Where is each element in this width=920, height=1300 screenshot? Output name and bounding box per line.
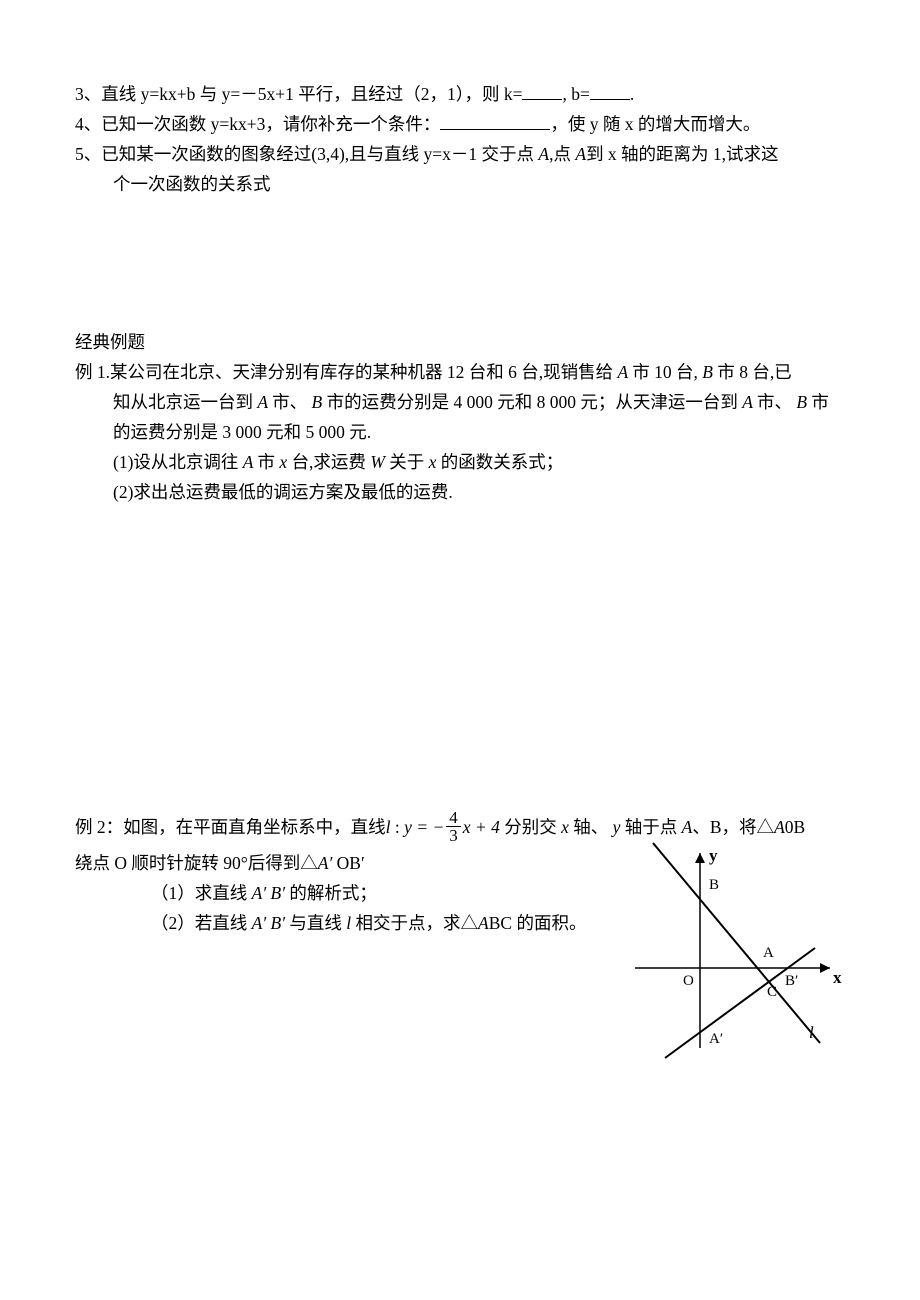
example-1-B3: B [796,392,811,412]
svg-text:x: x [833,968,842,987]
example-2-y: y [404,817,412,837]
problem-4: 4、已知一次函数 y=kx+3，请你补充一个条件： ，使 y 随 x 的增大而增大… [75,110,845,138]
example-1-sub1-e: 的函数关系式； [441,452,564,472]
problem-5-italic-A2: A [575,144,586,164]
problem-3-text-b: , b= [562,84,589,104]
example-1-sub2-text: (2)求出总运费最低的调运方案及最低的运费. [113,482,453,502]
example-2-sub2-l: l [342,913,356,933]
diagram-svg: A B B′ A′ C Ox y l [615,833,845,1063]
blank-condition [440,112,550,131]
example-2-sub2-b: A′ B′ [252,913,285,933]
example-1-line2-b: 市、 [272,392,307,412]
example-1-sub1-A: A [243,452,258,472]
example-1-A3: A [742,392,757,412]
spacer [75,508,845,808]
example-1-line2-a: 知从北京运一台到 [113,392,253,412]
example-1-B1: B [702,362,717,382]
example-1-sub1-d: 关于 [389,452,424,472]
problem-5-line2: 个一次函数的关系式 [75,170,845,198]
svg-text:C: C [767,984,777,1000]
example-2-colon: : [395,817,400,837]
section-title: 经典例题 [75,328,845,356]
section-title-text: 经典例题 [75,332,145,352]
example-2-line1-a: 如图，在平面直角坐标系中，直线 [123,817,386,837]
svg-text:B′: B′ [785,973,798,989]
example-1-line3-text: 的运费分别是 3 000 元和 5 000 元. [113,422,371,442]
problem-5-line2-text: 个一次函数的关系式 [113,174,271,194]
example-2-sub2-d: 相交于点，求△ [356,913,479,933]
example-1-A1: A [618,362,633,382]
example-1-line1-a: 某公司在北京、天津分别有库存的某种机器 12 台和 6 台,现销售给 [110,362,613,382]
example-2-sub1-a: （1）求直线 [151,883,247,903]
example-1-line2-d: 市、 [757,392,792,412]
example-2-line1-d: 轴、 [573,817,608,837]
svg-text:O: O [683,973,694,989]
problem-3-num: 3、 [75,84,101,104]
problem-3-text-c: . [630,84,634,104]
example-2-line1-b: x + 4 [463,817,500,837]
example-2-sub1: （1）求直线 A′ B′ 的解析式； [75,879,595,907]
example-2-sub2: （2）若直线 A′ B′ 与直线 l 相交于点，求△ABC 的面积。 [75,909,595,937]
example-1-sub2: (2)求出总运费最低的调运方案及最低的运费. [75,478,845,506]
example-2: 例 2：如图，在平面直角坐标系中，直线l : y = −43x + 4 分别交 … [75,808,845,937]
example-2-sub1-c: 的解析式； [285,883,377,903]
problem-3: 3、直线 y=kx+b 与 y=－5x+1 平行，且经过（2，1），则 k= , … [75,80,845,108]
example-1-sub1-W: W [370,452,389,472]
example-1-label: 例 1. [75,362,110,382]
example-1-sub1-a: (1)设从北京调往 [113,452,238,472]
problem-5-line1: 已知某一次函数的图象经过(3,4),且与直线 y=x－1 交于点 [101,144,534,164]
example-2-line1-c: 分别交 [504,817,557,837]
example-2-sub2-c: 与直线 [285,913,342,933]
example-1-sub1-x: x [279,452,291,472]
example-2-sub2-e: A [478,913,489,933]
problem-5: 5、已知某一次函数的图象经过(3,4),且与直线 y=x－1 交于点 A,点 A… [75,140,845,168]
svg-text:A: A [763,945,774,961]
example-2-line2-a: 绕点 O 顺时针旋转 90°后得到△ [75,853,318,873]
svg-text:l: l [809,1023,814,1042]
svg-text:A′: A′ [709,1031,723,1047]
problem-5-num: 5、 [75,144,101,164]
example-1-line1-b: 市 10 台, [632,362,698,382]
problem-4-text-a: 已知一次函数 y=kx+3，请你补充一个条件： [101,114,440,134]
example-1-sub1-x2: x [429,452,441,472]
fraction-icon: 43 [446,809,461,846]
example-1-sub1-c: 台,求运费 [292,452,366,472]
example-2-line2: 绕点 O 顺时针旋转 90°后得到△A′ OB′ [75,849,595,877]
problem-5-italic-A1: A [538,144,549,164]
blank-k [522,82,562,101]
problem-3-text-a: 直线 y=kx+b 与 y=－5x+1 平行，且经过（2，1），则 k= [101,84,522,104]
example-1-line2-e: 市 [811,392,829,412]
example-2-l: l [386,817,395,837]
example-2-line2-b: A′ [318,853,333,873]
example-1-B2: B [312,392,327,412]
page: 3、直线 y=kx+b 与 y=－5x+1 平行，且经过（2，1），则 k= , … [0,0,920,1300]
example-2-sub2-f: BC 的面积。 [489,913,587,933]
frac-num: 4 [446,809,461,828]
example-2-line2-c: OB′ [332,853,365,873]
example-1: 例 1.某公司在北京、天津分别有库存的某种机器 12 台和 6 台,现销售给 A… [75,358,845,386]
example-1-line2: 知从北京运一台到 A 市、 B 市的运费分别是 4 000 元和 8 000 元… [75,388,845,416]
example-1-line1-c: 市 8 台,已 [717,362,791,382]
problem-4-num: 4、 [75,114,101,134]
coordinate-diagram: A B B′ A′ C Ox y l [615,833,845,1063]
example-2-sub1-b: A′ B′ [252,883,285,903]
example-2-label: 例 2： [75,817,123,837]
example-2-x: x [561,817,569,837]
problem-5-mid: ,点 [549,144,571,164]
problem-5-end: 到 x 轴的距离为 1,试求这 [586,144,779,164]
example-1-sub1-b: 市 [258,452,276,472]
blank-b [590,82,630,101]
problem-4-text-b: ，使 y 随 x 的增大而增大。 [550,114,760,134]
example-1-line3: 的运费分别是 3 000 元和 5 000 元. [75,418,845,446]
svg-text:y: y [709,846,718,865]
example-1-sub1: (1)设从北京调往 A 市 x 台,求运费 W 关于 x 的函数关系式； [75,448,845,476]
example-1-line2-c: 市的运费分别是 4 000 元和 8 000 元；从天津运一台到 [327,392,738,412]
example-2-eq: = − [412,817,444,837]
example-2-sub2-a: （2）若直线 [151,913,247,933]
frac-den: 3 [446,827,461,845]
svg-text:B: B [709,877,719,893]
example-1-A2: A [257,392,272,412]
